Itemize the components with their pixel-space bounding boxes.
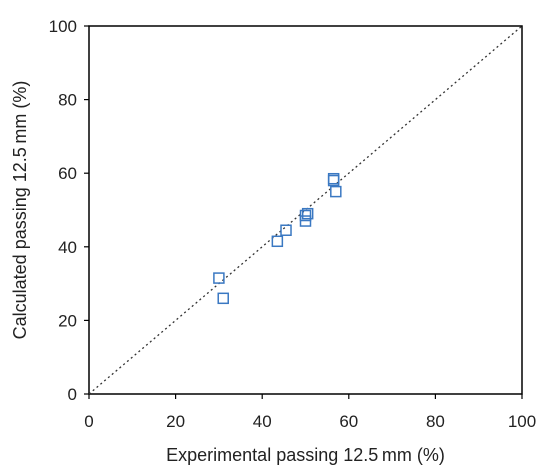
y-tick-label: 40 [58, 238, 77, 257]
x-tick-label: 20 [166, 412, 185, 431]
y-tick-label: 20 [58, 311, 77, 330]
data-points [213, 172, 342, 305]
data-point-marker [217, 292, 229, 305]
data-point-marker [280, 224, 292, 236]
y-axis-title: Calculated passing 12.5 mm (%) [10, 81, 30, 340]
y-tick-label: 100 [49, 17, 77, 36]
x-tick-label: 0 [84, 412, 93, 431]
plot-area-frame [88, 25, 523, 395]
y-tick-label: 60 [58, 164, 77, 183]
y-axis-ticks: 0 20 40 60 80 100 [49, 17, 89, 404]
data-point-marker [330, 185, 342, 198]
x-tick-label: 80 [426, 412, 445, 431]
data-point-marker [213, 272, 225, 284]
data-point-marker [299, 209, 312, 222]
data-point-marker [271, 235, 284, 248]
x-axis-ticks: 0 20 40 60 80 100 [84, 394, 536, 431]
y-tick-label: 0 [68, 385, 77, 404]
x-tick-label: 60 [339, 412, 358, 431]
y-tick-label: 80 [58, 91, 77, 110]
x-tick-label: 40 [253, 412, 272, 431]
x-tick-label: 100 [508, 412, 536, 431]
data-point-marker [327, 174, 340, 187]
x-axis-title: Experimental passing 12.5 mm (%) [166, 445, 445, 465]
data-point-marker [301, 207, 314, 220]
